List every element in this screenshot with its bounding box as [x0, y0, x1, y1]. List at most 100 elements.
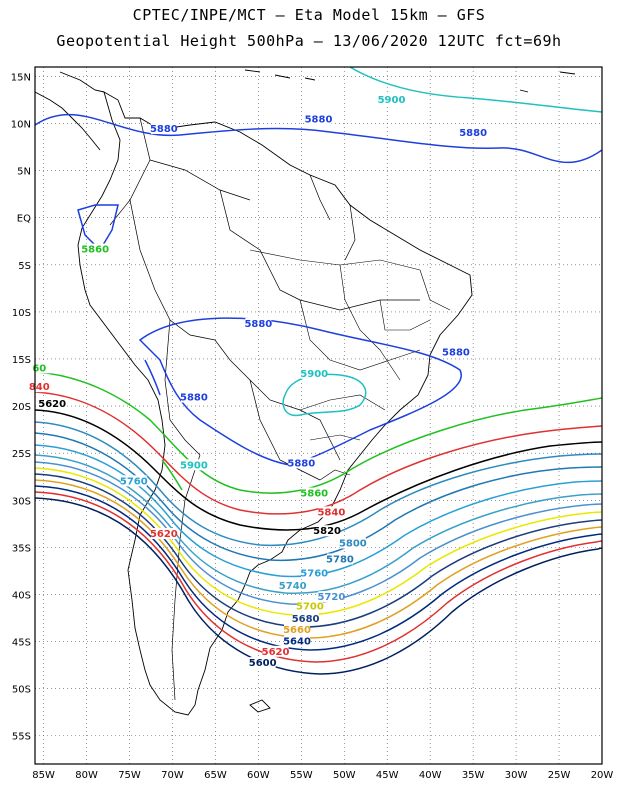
contour-label-5860: 5860 — [300, 489, 328, 500]
lat-tick-label: 30S — [12, 496, 31, 507]
lat-tick-label: 10N — [11, 120, 31, 131]
contour-label-5620: 5620 — [150, 529, 178, 540]
lat-tick-label: 5S — [18, 261, 31, 272]
contour-5880 — [35, 113, 602, 164]
falkland-islands — [249, 699, 271, 713]
contour-label-background — [292, 612, 319, 624]
contour-label-background — [318, 506, 345, 518]
contour-label-background — [442, 346, 469, 358]
longitude-axis-labels: 85W 80W 75W 70W 65W 60W 55W 50W 45W 40W 35W 30W 25W 2… — [32, 770, 613, 781]
lon-tick-label: 50W — [333, 770, 356, 781]
contour-label-5880: 5880 — [459, 128, 487, 139]
lat-tick-label: 55S — [12, 732, 31, 743]
lat-tick-label: 45S — [12, 638, 31, 649]
contour-5880-segment — [144, 359, 161, 396]
contour-label-background — [284, 635, 311, 647]
contour-labels: 5900 5900 5900 5880 5880 5880 5880 5880 5880 5880… — [26, 93, 487, 669]
contour-label-5780: 5780 — [326, 554, 354, 565]
contour-label-background — [180, 459, 207, 471]
contour-label-5880: 5880 — [180, 392, 208, 403]
contour-label-5900: 5900 — [378, 95, 406, 106]
central-america-coastline — [35, 91, 101, 151]
contour-label-background — [26, 362, 53, 374]
contour-label-background — [150, 123, 177, 135]
contour-5840 — [35, 391, 602, 515]
contour-5880 — [138, 317, 463, 466]
contour-5800 — [35, 421, 602, 547]
contour-label-background — [296, 600, 323, 612]
contour-label-5900: 5900 — [300, 369, 328, 380]
contour-label-background — [26, 381, 53, 393]
lat-tick-label: 10S — [12, 308, 31, 319]
contour-label-5740: 5740 — [279, 581, 307, 592]
contour-label-5880: 5880 — [305, 115, 333, 126]
contour-5900 — [349, 67, 602, 113]
lon-tick-label: 80W — [75, 770, 98, 781]
contour-label-background — [262, 645, 289, 657]
lat-tick-label: 20S — [12, 402, 31, 413]
lat-tick-label: 50S — [12, 685, 31, 696]
contour-label-background — [314, 525, 341, 537]
contour-label-5880: 5880 — [244, 319, 272, 330]
contour-label-5720: 5720 — [317, 592, 345, 603]
caribbean-coast — [59, 71, 105, 93]
latitude-axis-labels: 15N 10N 5N EQ 5S 10S 15S 20S 25S 30S 35S 40S 45S 50S 5… — [11, 72, 31, 742]
lon-tick-label: 55W — [290, 770, 313, 781]
contour-label-5820: 5620 — [38, 399, 66, 410]
lat-tick-label: EQ — [17, 214, 31, 225]
contour-5820 — [35, 409, 602, 531]
contour-label-background — [378, 93, 405, 105]
contour-label-5620: 5620 — [262, 647, 290, 658]
contour-label-5640: 5640 — [283, 636, 311, 647]
contour-label-background — [326, 553, 353, 565]
contour-label-background — [301, 367, 328, 379]
contour-label-5860: 5860 — [81, 245, 109, 256]
contour-label-background — [305, 113, 332, 125]
chart-title-line-2: Geopotential Height 500hPa – 13/06/2020 … — [56, 32, 562, 50]
lat-tick-label: 15S — [12, 355, 31, 366]
lon-tick-label: 45W — [376, 770, 399, 781]
contour-label-background — [460, 126, 487, 138]
contour-label-5880: 5880 — [442, 347, 470, 358]
contour-5880 — [77, 204, 119, 252]
contour-label-5600: 5600 — [249, 658, 277, 669]
caribbean-islands — [244, 69, 576, 93]
contour-label-5880: 5880 — [287, 458, 315, 469]
contour-label-5840: 840 — [29, 382, 50, 393]
contour-label-background — [284, 624, 311, 636]
chart-title-line-1: CPTEC/INPE/MCT – Eta Model 15km – GFS — [132, 6, 486, 24]
contour-label-5820: 5820 — [313, 526, 341, 537]
contour-label-background — [279, 579, 306, 591]
contour-5640 — [35, 485, 602, 651]
contour-label-5800: 5800 — [339, 538, 367, 549]
contour-label-background — [82, 243, 109, 255]
map-frame — [34, 66, 603, 765]
lat-tick-label: 35S — [12, 543, 31, 554]
contour-label-background — [301, 487, 328, 499]
lat-tick-label: 15N — [11, 72, 31, 83]
contour-label-background — [249, 657, 276, 669]
contour-label-5900: 5900 — [180, 460, 208, 471]
contour-label-5700: 5700 — [296, 602, 324, 613]
contour-label-5680: 5680 — [292, 614, 320, 625]
contour-label-background — [245, 318, 272, 330]
contour-label-background — [180, 391, 207, 403]
contour-label-5760: 5760 — [120, 476, 148, 487]
contour-5700 — [35, 467, 602, 616]
contour-5740 — [35, 454, 602, 595]
contour-label-5760: 5760 — [300, 569, 328, 580]
lon-tick-label: 70W — [161, 770, 184, 781]
contour-label-background — [150, 528, 177, 540]
lon-tick-label: 20W — [591, 770, 614, 781]
contour-label-5880: 5880 — [150, 124, 178, 135]
lat-tick-label: 5N — [17, 167, 31, 178]
contour-5760 — [35, 444, 602, 578]
contour-label-background — [318, 591, 345, 603]
lon-tick-label: 65W — [204, 770, 227, 781]
contour-label-background — [39, 398, 66, 410]
contour-label-background — [288, 457, 315, 469]
lon-tick-label: 40W — [419, 770, 442, 781]
lon-tick-label: 60W — [247, 770, 270, 781]
contour-5660 — [35, 479, 602, 639]
